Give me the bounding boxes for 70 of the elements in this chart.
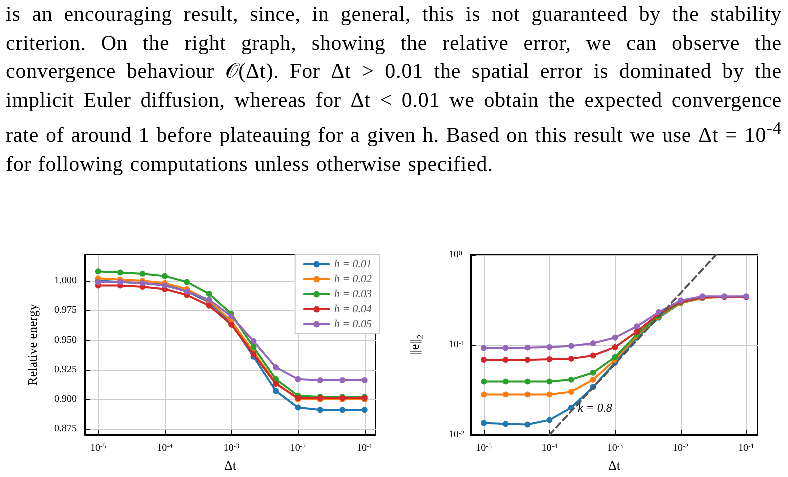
point [362,407,368,414]
point [140,270,146,277]
point [590,376,596,383]
point [546,378,553,385]
point [568,376,574,383]
legend-label: h = 0.03 [334,288,372,300]
legend-label: h = 0.02 [334,274,372,286]
point [590,370,596,376]
x-axis-title: Δt [224,458,237,473]
point [295,376,302,382]
legend-label: h = 0.05 [334,318,372,330]
point [590,340,596,346]
point [250,344,257,350]
y-tick-label: 0.950 [54,334,77,346]
y-axis-title: Relative energy [25,304,40,386]
point [184,279,190,286]
point [340,378,346,384]
point [502,345,509,352]
point [228,314,235,320]
point [481,378,488,385]
point [524,344,531,351]
point [546,417,553,424]
point [590,352,596,359]
text: is an encouraging result, since, in general, this is not guaranteed by the stability criterion. On the right graph, showing the relative error, we can observe the convergence behaviour 𝒪(Δt). For Δt > 0.01 the spatial error is dominated by the implicit Euler diffusion, whereas for Δt < 0.01 we obtain the expected convergence rate of around 1 before plateauing for a given h. Based on this result we use Δt = 10$^{-4}$ for following computations unless otherwise specified. [6,2,782,176]
point [481,345,488,352]
point [273,364,280,370]
annotation: k = 0.8 [578,400,612,415]
point [634,324,640,330]
point [340,407,346,414]
point [612,344,618,350]
point [634,328,640,335]
point [118,270,124,276]
point [481,420,488,426]
point [524,392,531,398]
legend-label: h = 0.01 [334,258,372,270]
point [295,404,302,411]
point [362,378,368,384]
point [546,392,553,398]
point [568,356,574,362]
point [502,421,509,428]
point [546,356,553,362]
point [524,422,531,428]
point [317,378,324,384]
y-tick-label: 0.900 [54,394,77,405]
y-axis-title: ||e||2 [407,334,426,356]
point [546,344,553,350]
point [524,378,531,385]
point [481,392,488,398]
point [206,302,212,309]
point [206,291,212,298]
point [524,357,531,364]
point [481,357,488,364]
point [273,388,280,394]
point [568,389,574,396]
x-axis-title: Δt [608,458,621,473]
legend-label: h = 0.04 [334,304,372,316]
point [162,273,168,280]
point [250,338,257,344]
point [502,378,509,385]
y-tick-label: 0.975 [54,305,77,316]
point [612,354,618,360]
y-tick-label: 0.875 [54,424,77,435]
point [317,407,324,414]
point [502,357,509,364]
point [568,343,574,350]
point [502,392,509,398]
point [612,334,618,341]
y-tick-label: 1.000 [54,276,77,287]
y-tick-label: 0.925 [54,364,77,376]
point [95,268,102,275]
